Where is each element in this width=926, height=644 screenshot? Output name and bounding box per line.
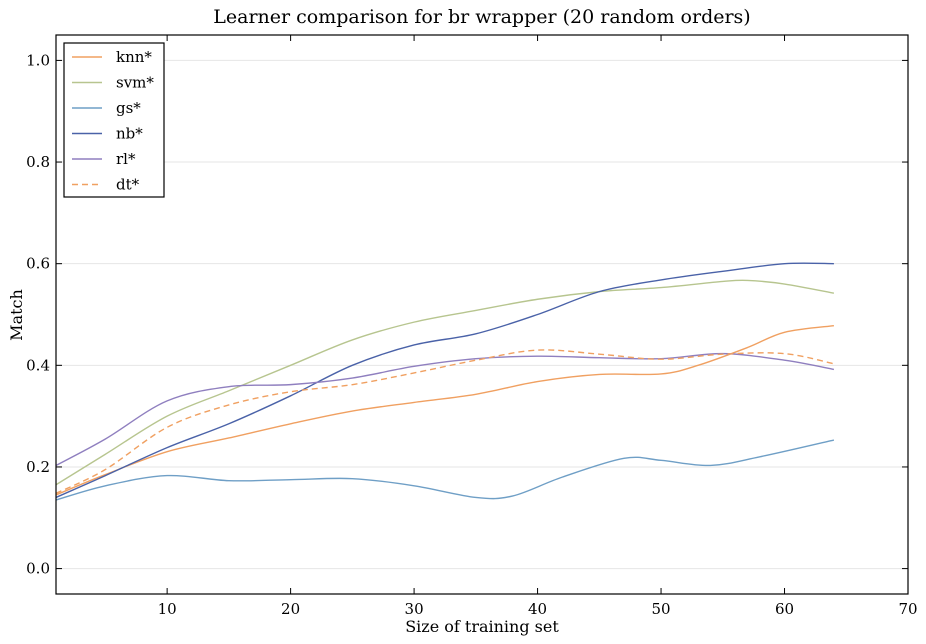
series-line-gs [55,439,835,501]
y-tick-label: 0.8 [26,153,50,171]
y-axis-title: Match [7,289,26,341]
x-tick-label: 40 [528,600,547,618]
grid [56,59,908,570]
y-tick-label: 0.0 [26,560,50,578]
series-layer [55,262,835,501]
legend-label: gs* [116,99,141,117]
x-tick-label: 50 [651,600,670,618]
y-tick-label: 0.4 [26,356,50,374]
series-line-knn [55,324,835,496]
chart-title: Learner comparison for br wrapper (20 ra… [213,6,750,28]
legend-label: rl* [116,150,136,168]
y-tick-label: 0.6 [26,255,50,273]
legend-label: nb* [116,125,143,143]
series-line-rl [55,352,835,467]
legend-box [63,42,165,198]
legend: knn* svm* gs* nb* rl* dt* [63,42,165,198]
x-tick-label: 60 [775,600,794,618]
legend-label: knn* [116,48,152,66]
series-line-svm [55,279,835,486]
legend-label: dt* [116,176,140,194]
x-tick-label: 10 [158,600,177,618]
series-line-nb [55,262,834,499]
x-tick-label: 20 [281,600,300,618]
x-tick-label: 30 [405,600,424,618]
x-axis-title: Size of training set [405,617,559,636]
plot-frame [55,34,909,595]
x-tick-label: 70 [898,600,917,618]
y-tick-label: 0.2 [26,458,50,476]
ticks: 0.0 0.2 0.4 0.6 0.8 1.0 10 20 30 40 50 60 70 [26,35,918,618]
y-tick-label: 1.0 [26,51,50,69]
legend-label: svm* [116,74,154,92]
series-line-dt [55,349,835,495]
